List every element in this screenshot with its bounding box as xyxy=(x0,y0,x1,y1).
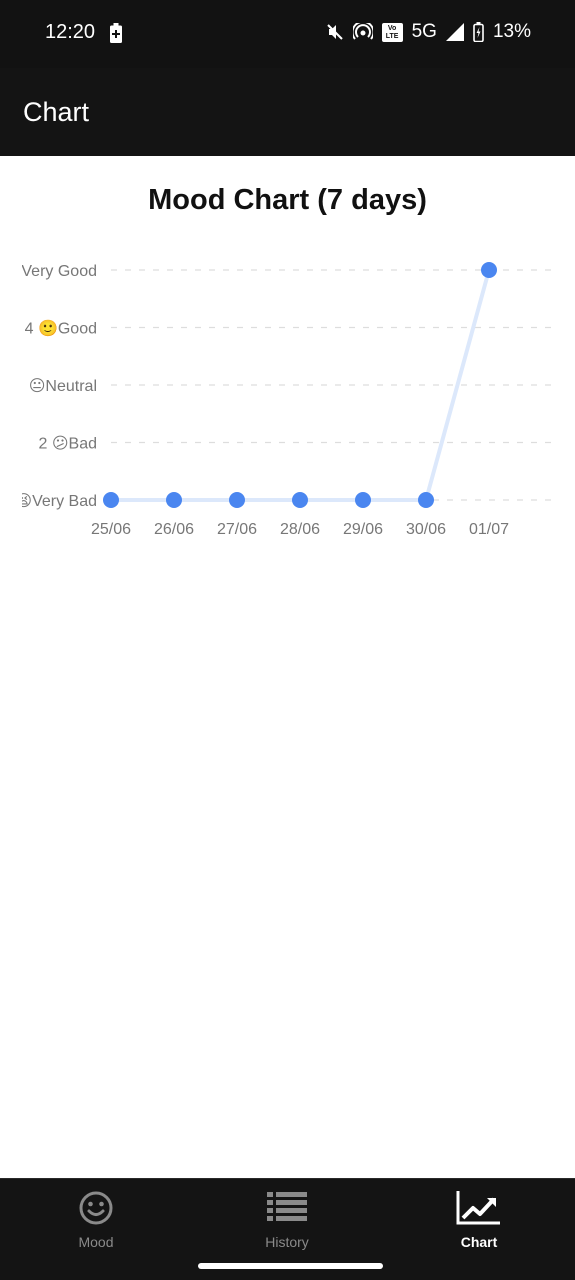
x-tick-label: 29/06 xyxy=(343,521,383,538)
data-point xyxy=(229,492,245,508)
nav-label-chart: Chart xyxy=(460,1234,498,1250)
nav-item-chart[interactable]: Chart xyxy=(419,1189,539,1259)
y-tick-label: Very Good xyxy=(21,263,97,280)
volte-icon: Vo LTE xyxy=(381,22,403,42)
x-tick-label: 26/06 xyxy=(154,521,194,538)
x-tick-label: 01/07 xyxy=(469,521,509,538)
data-point xyxy=(103,492,119,508)
y-tick-label: 😫Very Bad xyxy=(15,493,97,510)
status-bar: 12:20 Vo LTE 5G xyxy=(0,0,575,68)
trending-up-icon xyxy=(419,1189,539,1227)
chart-screen: Mood Chart (7 days) Very Good 4 🙂Good 😐Neu… xyxy=(0,156,575,1178)
mute-icon xyxy=(326,23,344,41)
home-indicator[interactable] xyxy=(198,1263,383,1269)
hotspot-icon xyxy=(352,23,373,41)
battery-saver-icon xyxy=(110,23,122,48)
x-tick-label: 30/06 xyxy=(406,521,446,538)
battery-charging-icon xyxy=(473,22,484,42)
x-tick-label: 25/06 xyxy=(91,521,131,538)
status-time: 12:20 xyxy=(45,21,96,43)
data-point xyxy=(418,492,434,508)
nav-item-history[interactable]: History xyxy=(227,1189,347,1259)
y-tick-label: 2 😕Bad xyxy=(39,436,98,453)
data-point xyxy=(355,492,371,508)
nav-item-mood[interactable]: Mood xyxy=(36,1189,156,1259)
battery-percent: 13% xyxy=(492,21,531,42)
status-icons: Vo LTE 5G 13% xyxy=(326,21,531,43)
smiley-icon xyxy=(36,1189,156,1227)
page-title: Chart xyxy=(23,97,90,127)
chart-title: Mood Chart (7 days) xyxy=(148,184,427,216)
data-point xyxy=(292,492,308,508)
x-tick-label: 28/06 xyxy=(280,521,320,538)
network-label: 5G xyxy=(411,21,437,42)
mood-line-chart: Very Good 4 🙂Good 😐Neutral 2 😕Bad 😫Very Bad 2… xyxy=(15,262,552,538)
list-icon xyxy=(227,1189,347,1227)
nav-label-history: History xyxy=(265,1234,309,1250)
y-tick-label: 4 🙂Good xyxy=(25,320,97,338)
data-point xyxy=(481,262,497,278)
x-tick-label: 27/06 xyxy=(217,521,257,538)
y-tick-label: 😐Neutral xyxy=(29,378,97,395)
app-bar: Chart xyxy=(0,68,575,156)
data-point xyxy=(166,492,182,508)
signal-icon xyxy=(445,23,464,41)
nav-label-mood: Mood xyxy=(78,1234,114,1250)
